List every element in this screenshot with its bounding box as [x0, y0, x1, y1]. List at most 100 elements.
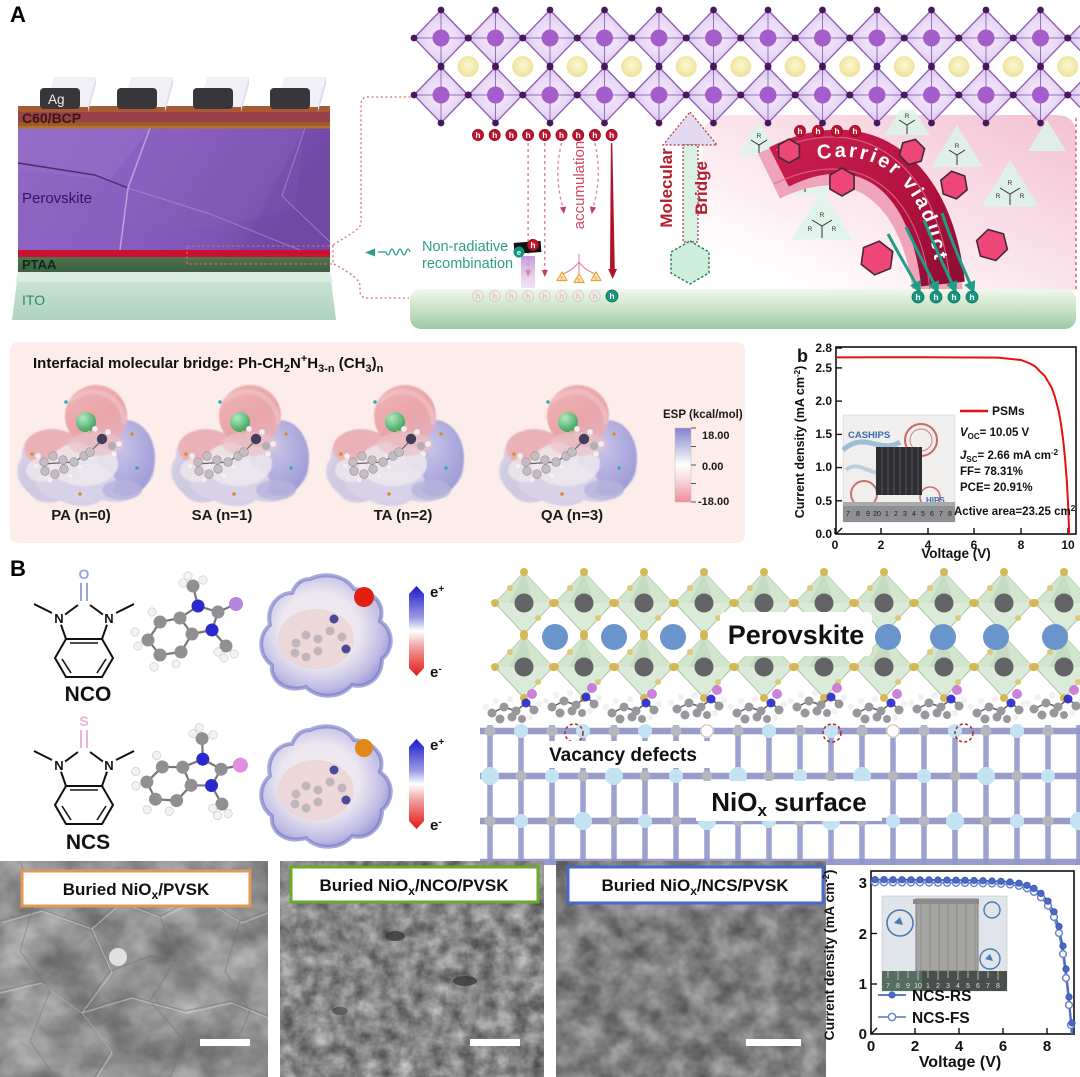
svg-text:TA (n=2): TA (n=2): [374, 507, 433, 524]
svg-text:Voltage (V): Voltage (V): [921, 546, 991, 561]
svg-text:0: 0: [832, 538, 839, 552]
svg-text:HIPS: HIPS: [926, 496, 945, 505]
svg-text:1: 1: [926, 983, 930, 990]
svg-text:10: 10: [1061, 538, 1075, 552]
svg-text:2: 2: [859, 926, 867, 943]
svg-text:4: 4: [956, 983, 960, 990]
svg-text:9: 9: [866, 511, 870, 518]
svg-text:R: R: [1008, 180, 1013, 187]
svg-text:4: 4: [912, 511, 916, 518]
svg-text:20: 20: [873, 511, 881, 518]
svg-text:NiOx surface: NiOx surface: [711, 787, 866, 820]
svg-text:ESP (kcal/mol): ESP (kcal/mol): [663, 409, 743, 421]
svg-text:C60/BCP: C60/BCP: [22, 110, 81, 126]
svg-text:R: R: [955, 143, 960, 150]
svg-text:O: O: [79, 566, 90, 582]
svg-text:Current density (mA cm-2): Current density (mA cm-2): [821, 870, 837, 1041]
svg-text:Perovskite: Perovskite: [728, 620, 865, 650]
svg-text:R: R: [1020, 193, 1025, 200]
svg-text:2: 2: [911, 1038, 919, 1055]
svg-text:R: R: [820, 212, 825, 219]
svg-text:PA (n=0): PA (n=0): [51, 507, 111, 524]
svg-text:Buried NiOx/PVSK: Buried NiOx/PVSK: [63, 880, 210, 902]
svg-text:2.8: 2.8: [815, 341, 832, 355]
svg-text:Perovskite: Perovskite: [22, 190, 92, 207]
svg-text:8: 8: [1018, 538, 1025, 552]
svg-text:NCS-FS: NCS-FS: [912, 1010, 970, 1027]
svg-text:0: 0: [867, 1038, 875, 1055]
svg-text:8: 8: [896, 983, 900, 990]
svg-text:4: 4: [955, 1038, 964, 1055]
svg-text:e+: e+: [430, 584, 444, 602]
svg-text:PSMs: PSMs: [992, 404, 1025, 418]
svg-text:Bridge: Bridge: [692, 161, 711, 215]
svg-text:Current density (mA cm-2): Current density (mA cm-2): [793, 366, 808, 519]
svg-text:Molecular: Molecular: [657, 148, 676, 228]
svg-text:e+: e+: [430, 737, 444, 755]
svg-text:2.0: 2.0: [815, 394, 832, 408]
svg-text:CASHIPS: CASHIPS: [848, 430, 890, 441]
svg-text:1: 1: [885, 511, 889, 518]
svg-text:VOC= 10.05 V: VOC= 10.05 V: [960, 427, 1030, 441]
svg-text:NCS: NCS: [66, 831, 110, 854]
svg-text:0: 0: [859, 1026, 867, 1043]
svg-text:6: 6: [971, 538, 978, 552]
svg-text:4: 4: [925, 538, 932, 552]
svg-text:2: 2: [894, 511, 898, 518]
svg-text:Voltage (V): Voltage (V): [919, 1054, 1001, 1071]
svg-text:8: 8: [1043, 1038, 1051, 1055]
svg-text:7: 7: [886, 983, 890, 990]
svg-text:R: R: [832, 226, 837, 233]
svg-text:FF= 78.31%: FF= 78.31%: [960, 466, 1023, 478]
svg-text:5: 5: [921, 511, 925, 518]
svg-text:8: 8: [856, 511, 860, 518]
svg-text:b: b: [797, 346, 808, 366]
svg-text:Buried NiOx/NCO/PVSK: Buried NiOx/NCO/PVSK: [319, 876, 509, 898]
svg-text:R: R: [996, 193, 1001, 200]
svg-text:R: R: [757, 133, 762, 140]
svg-text:7: 7: [846, 511, 850, 518]
svg-text:QA (n=3): QA (n=3): [541, 507, 603, 524]
svg-text:7: 7: [986, 983, 990, 990]
svg-text:N: N: [104, 758, 113, 773]
svg-text:N: N: [54, 758, 63, 773]
svg-text:NCS-RS: NCS-RS: [912, 988, 971, 1005]
svg-text:1: 1: [859, 976, 867, 993]
svg-text:PTAA: PTAA: [22, 257, 57, 272]
svg-text:e-: e-: [430, 664, 442, 682]
svg-text:R: R: [905, 113, 910, 120]
svg-text:0.5: 0.5: [815, 494, 832, 508]
svg-text:10: 10: [914, 983, 922, 990]
svg-text:Buried NiOx/NCS/PVSK: Buried NiOx/NCS/PVSK: [601, 876, 789, 898]
svg-text:N: N: [104, 611, 113, 626]
svg-text:JSC= 2.66 mA cm-2: JSC= 2.66 mA cm-2: [960, 448, 1059, 465]
svg-text:7: 7: [939, 511, 943, 518]
svg-text:SA (n=1): SA (n=1): [192, 507, 253, 524]
svg-text:1.5: 1.5: [815, 427, 832, 441]
svg-text:S: S: [79, 713, 88, 729]
svg-text:Ag: Ag: [48, 92, 65, 107]
svg-text:8: 8: [996, 983, 1000, 990]
svg-text:Active area=23.25 cm2: Active area=23.25 cm2: [954, 504, 1076, 519]
svg-text:18.00: 18.00: [702, 430, 730, 442]
svg-text:9: 9: [906, 983, 910, 990]
svg-text:-18.00: -18.00: [698, 496, 729, 508]
svg-text:N: N: [54, 611, 63, 626]
svg-text:1.0: 1.0: [815, 460, 832, 474]
svg-text:8: 8: [948, 511, 952, 518]
svg-text:Vacancy defects: Vacancy defects: [549, 745, 697, 766]
svg-text:6: 6: [976, 983, 980, 990]
svg-text:0.00: 0.00: [702, 461, 723, 473]
svg-text:6: 6: [930, 511, 934, 518]
svg-text:0.0: 0.0: [815, 527, 832, 541]
svg-text:e-: e-: [430, 817, 442, 835]
svg-text:recombination: recombination: [422, 256, 513, 272]
svg-text:R: R: [808, 226, 813, 233]
svg-text:3: 3: [903, 511, 907, 518]
svg-text:ITO: ITO: [22, 292, 45, 308]
svg-text:NCO: NCO: [65, 683, 112, 706]
svg-text:2.5: 2.5: [815, 361, 832, 375]
svg-text:Non-radiative: Non-radiative: [422, 239, 508, 255]
svg-text:5: 5: [966, 983, 970, 990]
svg-text:e: e: [517, 248, 521, 257]
